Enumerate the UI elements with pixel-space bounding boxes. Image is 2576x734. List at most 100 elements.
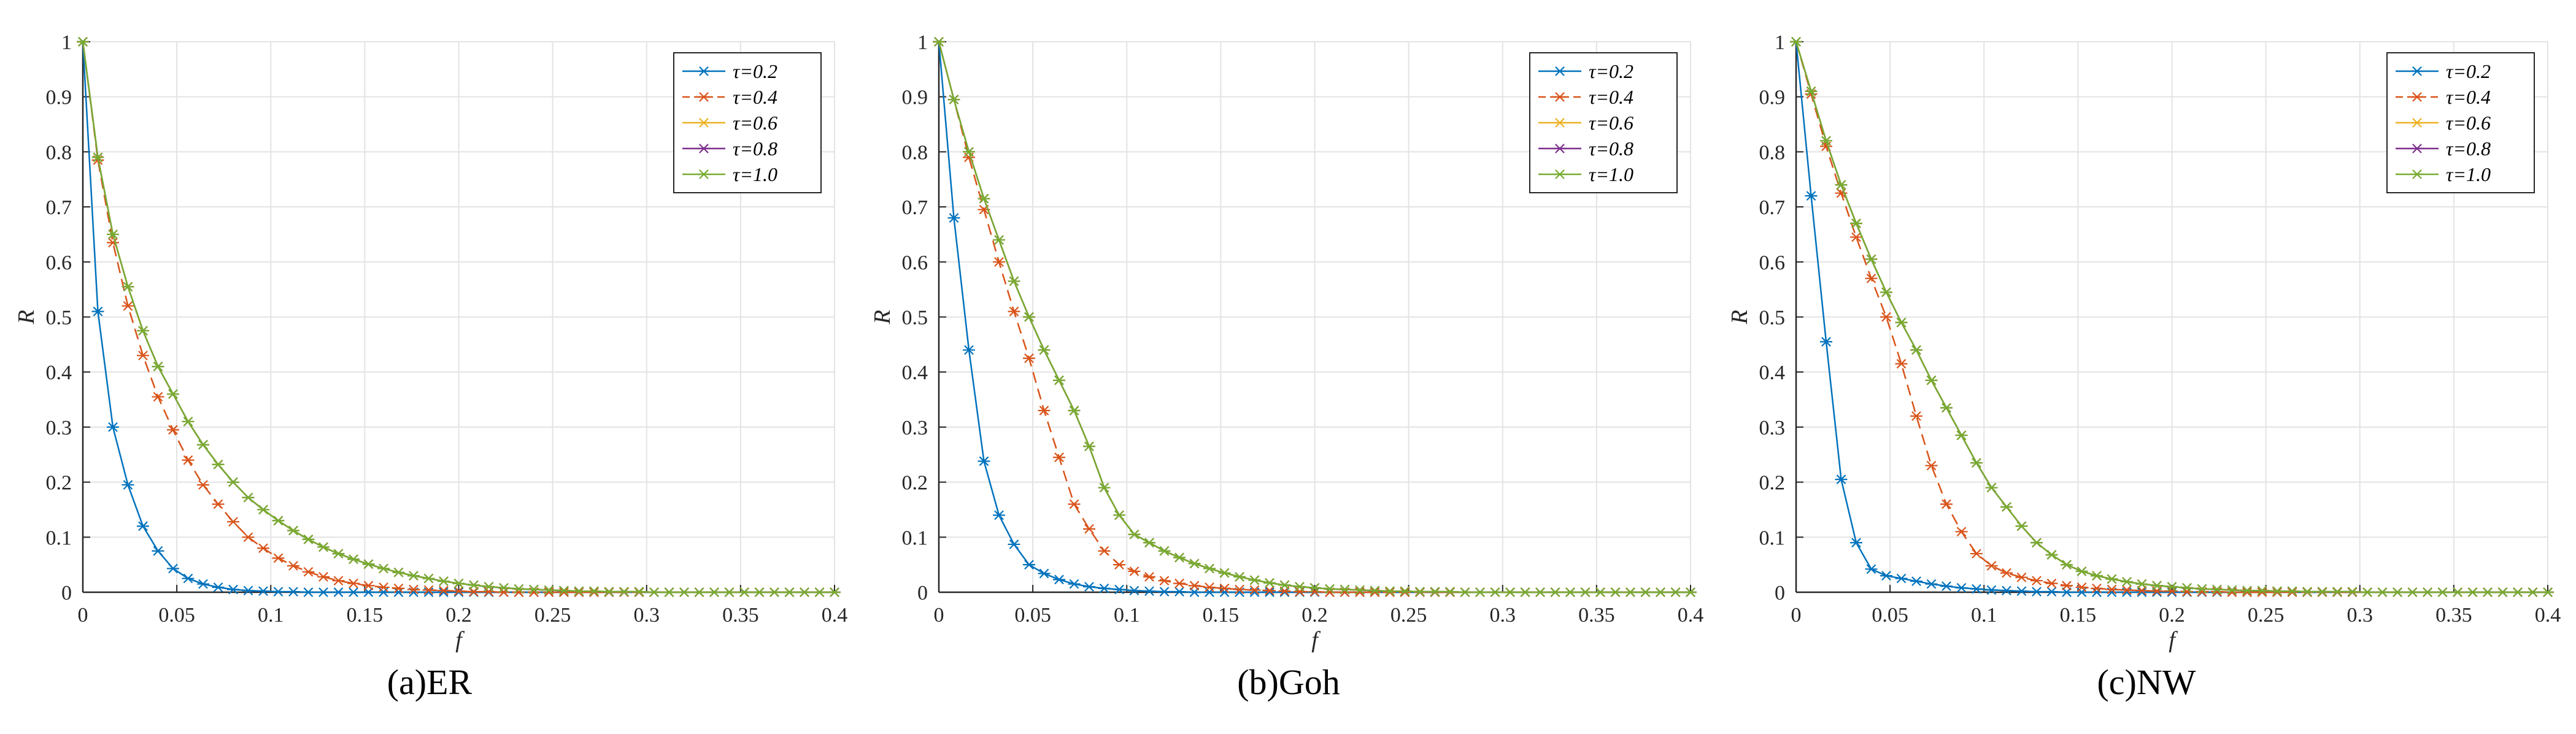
- marker-stroke: [349, 554, 358, 565]
- legend-marker: [698, 144, 710, 153]
- marker-stroke: [1555, 118, 1565, 128]
- data-point: [1398, 587, 1411, 597]
- x-tick-label: 0.35: [722, 604, 759, 627]
- marker-stroke: [2167, 586, 2177, 597]
- marker-stroke: [1295, 582, 1305, 592]
- data-point: [121, 301, 134, 311]
- legend-item: τ=0.4: [682, 86, 777, 108]
- data-point: [2241, 587, 2253, 597]
- data-point: [1910, 411, 1922, 421]
- data-point: [1008, 276, 1020, 287]
- data-point: [1173, 552, 1186, 563]
- data-point: [182, 455, 195, 465]
- marker-stroke: [1881, 287, 1891, 297]
- data-point: [1068, 499, 1081, 509]
- marker-stroke: [784, 587, 795, 597]
- data-point: [648, 587, 660, 597]
- marker-stroke: [2107, 574, 2117, 584]
- data-point: [753, 587, 766, 597]
- marker-stroke: [318, 587, 328, 597]
- marker-stroke: [800, 587, 809, 597]
- data-point: [1940, 499, 1953, 509]
- marker-stroke: [393, 567, 404, 578]
- data-point: [1910, 345, 1922, 355]
- marker-stroke: [363, 581, 374, 591]
- x-axis-label: f: [455, 627, 465, 653]
- x-tick-label: 0.3: [2347, 604, 2374, 627]
- marker-stroke: [1986, 561, 1997, 571]
- y-axis-label: R: [1727, 310, 1753, 325]
- data-point: [1970, 584, 1983, 594]
- data-point: [2015, 521, 2028, 531]
- y-tick-label: 0.8: [1759, 141, 1786, 164]
- marker-stroke: [1565, 587, 1575, 597]
- data-point: [1203, 563, 1216, 574]
- legend-label: τ=0.2: [2446, 60, 2491, 82]
- marker-stroke: [699, 169, 709, 179]
- data-point: [603, 587, 615, 597]
- data-point: [828, 587, 841, 597]
- data-point: [1278, 587, 1291, 597]
- marker-stroke: [93, 306, 103, 317]
- legend-label: τ=0.2: [1589, 60, 1633, 82]
- data-point: [2496, 587, 2509, 597]
- marker-stroke: [198, 439, 208, 450]
- marker-stroke: [393, 583, 404, 593]
- chart-caption: (a)ER: [387, 662, 472, 702]
- marker-stroke: [1430, 587, 1440, 597]
- legend-label: τ=0.4: [1589, 86, 1633, 108]
- data-point: [1308, 582, 1321, 593]
- data-point: [2181, 582, 2193, 593]
- marker-stroke: [288, 561, 298, 571]
- marker-stroke: [2412, 169, 2422, 179]
- data-point: [1985, 561, 1998, 571]
- marker-stroke: [1370, 585, 1380, 596]
- marker-stroke: [168, 425, 178, 435]
- legend: τ=0.2 τ=0.4 τ=0.6 τ=0.8 τ=1.0: [1529, 52, 1678, 193]
- marker-stroke: [1265, 587, 1275, 597]
- marker-stroke: [2287, 586, 2297, 597]
- marker-stroke: [2257, 587, 2267, 597]
- marker-stroke: [1084, 582, 1094, 592]
- data-point: [1624, 587, 1637, 597]
- marker-stroke: [1069, 406, 1079, 415]
- data-point: [332, 587, 345, 597]
- data-point: [1354, 585, 1366, 595]
- x-axis-label: f: [1311, 627, 1321, 653]
- y-tick-label: 0.9: [902, 87, 928, 109]
- data-point: [1684, 587, 1697, 597]
- data-point: [2241, 585, 2253, 596]
- marker-stroke: [1926, 579, 1937, 589]
- data-point: [1639, 587, 1652, 597]
- data-point: [1143, 586, 1155, 597]
- marker-stroke: [1460, 587, 1470, 597]
- marker-stroke: [544, 587, 554, 597]
- data-point: [2271, 586, 2283, 597]
- marker-stroke: [1174, 552, 1184, 563]
- marker-stroke: [1385, 586, 1395, 597]
- data-point: [1384, 586, 1396, 597]
- data-point: [1188, 581, 1201, 591]
- y-tick-label: 0.3: [46, 417, 72, 439]
- marker-stroke: [574, 586, 584, 597]
- data-point: [1940, 581, 1953, 591]
- marker-stroke: [1986, 585, 1997, 595]
- data-point: [2045, 550, 2058, 560]
- data-point: [182, 573, 195, 584]
- data-point: [993, 235, 1005, 245]
- data-point: [1925, 579, 1938, 589]
- marker-stroke: [1099, 482, 1109, 493]
- marker-stroke: [108, 422, 118, 432]
- marker-stroke: [198, 480, 208, 490]
- chart-goh: 0 0.05 0.1 0.15 0.2 0.25 0.3 0.35 0.4 0 0.1 0.2 0.3 0…: [870, 31, 1703, 653]
- grid-lines: [1795, 41, 2548, 593]
- marker-stroke: [1942, 499, 1951, 509]
- marker-stroke: [2092, 583, 2102, 593]
- data-point: [2061, 560, 2073, 570]
- marker-stroke: [2412, 66, 2422, 76]
- marker-stroke: [559, 587, 569, 597]
- data-point: [1338, 584, 1351, 595]
- marker-stroke: [2092, 571, 2102, 581]
- data-point: [1158, 587, 1171, 597]
- data-point: [498, 582, 510, 593]
